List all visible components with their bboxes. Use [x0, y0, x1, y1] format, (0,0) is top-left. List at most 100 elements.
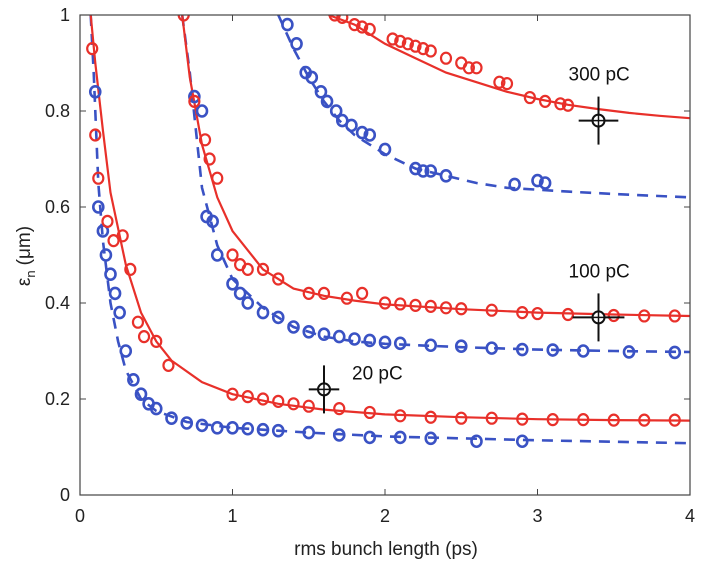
red-data-point-100-pc: [177, 15, 190, 22]
blue-data-point-300-pc: [416, 164, 430, 178]
blue-data-point-20-pc: [108, 286, 122, 301]
red-data-point-300-pc: [470, 61, 483, 75]
blue-fit-curve-300-pc: [277, 15, 690, 199]
red-data-point-100-pc: [188, 94, 201, 109]
annotation-300-pc: 300 pC: [569, 65, 630, 86]
blue-data-point-100-pc: [378, 335, 392, 350]
blue-data-point-300-pc: [439, 169, 453, 183]
blue-data-point-20-pc: [127, 372, 140, 387]
red-data-point-20-pc: [668, 413, 681, 427]
y-tick-label: 0.6: [45, 197, 70, 217]
red-data-point-20-pc: [363, 405, 376, 420]
red-data-point-20-pc: [607, 413, 620, 427]
blue-data-point-100-pc: [546, 343, 560, 357]
red-data-point-300-pc: [523, 90, 536, 105]
red-data-point-100-pc: [241, 262, 254, 276]
red-data-point-20-pc: [638, 413, 651, 427]
red-data-point-20-pc: [131, 315, 145, 329]
red-data-point-20-pc: [333, 402, 346, 416]
red-data-point-300-pc: [424, 44, 437, 58]
blue-data-point-100-pc: [302, 324, 316, 339]
red-data-point-300-pc: [336, 15, 349, 24]
blue-data-point-100-pc: [515, 342, 529, 357]
red-data-point-100-pc: [317, 286, 331, 300]
blue-data-point-20-pc: [302, 425, 316, 440]
blue-data-point-100-pc: [226, 276, 239, 291]
red-data-point-100-pc: [531, 306, 544, 321]
red-data-point-300-pc: [500, 77, 514, 91]
red-data-point-100-pc: [455, 302, 468, 316]
blue-data-point-100-pc: [241, 296, 255, 310]
red-data-point-300-pc: [401, 37, 414, 51]
red-data-point-300-pc: [328, 15, 341, 22]
red-data-point-20-pc: [516, 412, 529, 426]
blue-data-point-20-pc: [210, 420, 224, 435]
y-tick-label: 0.2: [45, 389, 70, 409]
red-data-point-100-pc: [256, 262, 270, 276]
y-tick-label: 0.4: [45, 293, 70, 313]
blue-data-point-20-pc: [363, 430, 377, 445]
measurement-marker-300-pc: [578, 96, 619, 145]
red-data-point-100-pc: [340, 291, 353, 305]
red-data-point-100-pc: [198, 133, 212, 147]
red-data-point-300-pc: [386, 32, 399, 46]
annotation-20-pc: 20 pC: [352, 363, 403, 384]
measurement-marker-20-pc: [308, 365, 340, 414]
y-tick-label: 0: [60, 485, 70, 505]
red-data-point-100-pc: [668, 309, 681, 323]
red-fit-curve-100-pc: [181, 15, 690, 318]
blue-data-point-20-pc: [165, 411, 178, 426]
red-data-point-20-pc: [116, 229, 129, 243]
red-data-point-100-pc: [485, 303, 498, 317]
red-data-point-20-pc: [302, 399, 315, 413]
red-fit-curve-300-pc: [328, 15, 690, 120]
blue-data-point-20-pc: [88, 85, 102, 99]
red-data-point-100-pc: [607, 308, 620, 323]
y-tick-label: 1: [60, 5, 70, 25]
blue-data-point-20-pc: [271, 423, 285, 438]
blue-data-point-20-pc: [113, 305, 126, 320]
red-data-point-20-pc: [256, 392, 270, 406]
red-data-point-20-pc: [424, 410, 437, 424]
blue-data-point-20-pc: [226, 420, 239, 435]
x-tick-label: 1: [227, 506, 237, 526]
x-tick-label: 4: [685, 506, 695, 526]
blue-data-point-100-pc: [233, 286, 247, 301]
red-data-point-100-pc: [638, 309, 651, 323]
blue-data-point-100-pc: [668, 345, 682, 360]
red-data-point-300-pc: [348, 18, 361, 32]
red-data-point-20-pc: [394, 409, 407, 423]
axis-ticks: 0 1 2 3 4 0 0.2 0.4 0.6 0.8 1: [45, 5, 695, 526]
blue-data-point-300-pc: [355, 125, 369, 140]
blue-data-point-20-pc: [256, 422, 270, 437]
blue-data-point-100-pc: [576, 344, 590, 358]
blue-data-point-300-pc: [409, 161, 422, 176]
red-data-point-300-pc: [554, 97, 567, 111]
red-data-point-20-pc: [150, 334, 163, 348]
blue-data-point-100-pc: [317, 327, 331, 342]
annotation-100-pc: 100 pC: [569, 261, 630, 282]
blue-data-point-20-pc: [515, 434, 529, 449]
blue-data-point-300-pc: [424, 164, 438, 178]
red-data-point-100-pc: [561, 307, 575, 322]
blue-data-point-300-pc: [378, 142, 392, 157]
red-data-point-20-pc: [485, 411, 498, 425]
red-data-point-100-pc: [439, 301, 453, 315]
blue-data-point-20-pc: [195, 418, 209, 433]
y-tick-label: 0.8: [45, 101, 70, 121]
x-tick-label: 0: [75, 506, 85, 526]
blue-data-point-300-pc: [531, 173, 544, 188]
red-data-point-20-pc: [162, 358, 175, 372]
red-data-point-300-pc: [561, 98, 575, 112]
blue-data-point-20-pc: [470, 434, 483, 449]
measurement-marker-100-pc: [572, 293, 625, 342]
red-data-point-20-pc: [92, 171, 105, 185]
x-tick-label: 2: [380, 506, 390, 526]
blue-data-point-300-pc: [329, 104, 343, 118]
blue-data-point-300-pc: [508, 177, 521, 192]
blue-data-point-100-pc: [210, 248, 224, 262]
blue-data-point-100-pc: [287, 320, 300, 334]
red-data-point-100-pc: [203, 152, 216, 166]
blue-data-point-300-pc: [538, 176, 552, 190]
blue-data-point-300-pc: [345, 118, 358, 133]
